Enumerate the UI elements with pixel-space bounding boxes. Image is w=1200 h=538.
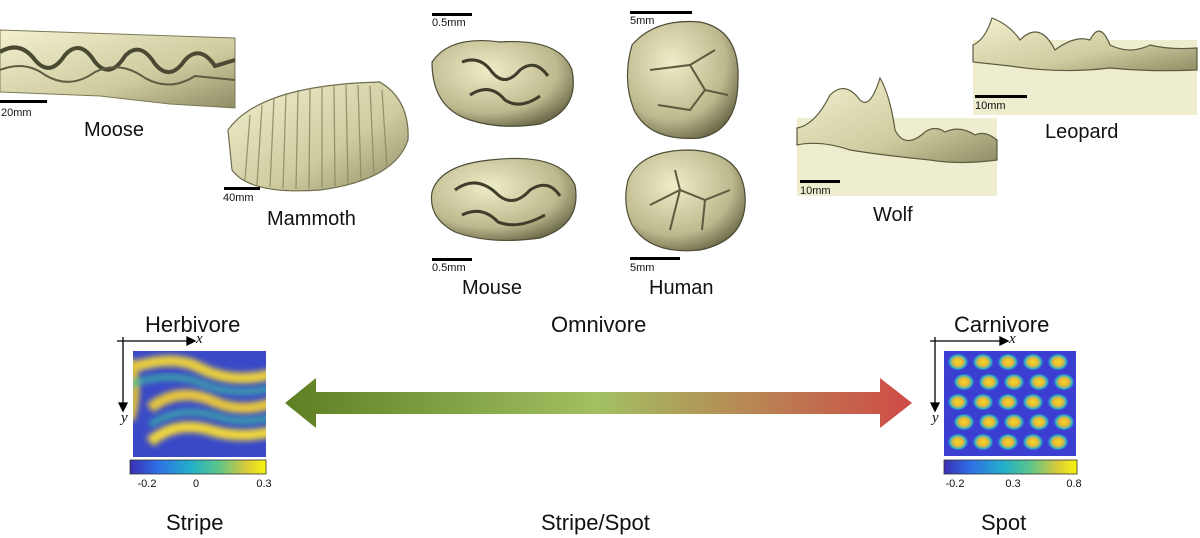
spot	[997, 353, 1019, 371]
spot	[997, 433, 1019, 451]
spot	[947, 353, 969, 371]
stripe-pattern-label: Stripe	[166, 510, 224, 535]
moose-scale-label: 20mm	[1, 107, 32, 119]
omnivore-label: Omnivore	[551, 312, 647, 337]
stripe-x-axis-label: x	[196, 331, 203, 347]
herbivore-carnivore-arrow	[285, 378, 912, 428]
spot	[947, 433, 969, 451]
stripe-colorbar-tick: 0.3	[256, 478, 272, 490]
spot	[997, 393, 1019, 411]
spot	[978, 373, 1000, 391]
spot	[1022, 353, 1044, 371]
mouse-scale-label-bottom: 0.5mm	[432, 262, 466, 274]
spot	[978, 413, 1000, 431]
wolf-label: Wolf	[873, 204, 913, 226]
mouse-scale-bar-bottom	[432, 258, 472, 261]
carnivore-label: Carnivore	[954, 312, 1050, 337]
stripe-heatmap	[133, 351, 266, 457]
mouse-scale-bar-top	[432, 13, 472, 16]
spot-pattern-label: Spot	[981, 510, 1027, 535]
mouse-label: Mouse	[462, 277, 523, 299]
stripe-spot-pattern-label: Stripe/Spot	[541, 510, 650, 535]
spot	[1028, 413, 1050, 431]
wolf-scale-label: 10mm	[800, 185, 831, 197]
leopard-scale-label: 10mm	[975, 100, 1006, 112]
spot	[972, 433, 994, 451]
moose-teeth-image	[0, 29, 236, 109]
mouse-molar-bottom-image	[430, 157, 577, 241]
spot-axes	[929, 335, 1010, 413]
moose-label: Moose	[84, 119, 145, 141]
spot	[947, 393, 969, 411]
human-molar-bottom-image	[625, 149, 746, 252]
wolf-scale-bar	[800, 180, 840, 183]
spot	[953, 413, 975, 431]
human-scale-label-top: 5mm	[630, 15, 655, 27]
mouse-molar-top-image	[431, 39, 574, 127]
spot	[1053, 373, 1075, 391]
leopard-teeth-image	[972, 17, 1198, 115]
stripe-colorbar	[129, 459, 267, 475]
mammoth-label: Mammoth	[267, 208, 356, 230]
spot	[1003, 413, 1025, 431]
spot-colorbar-tick: -0.2	[945, 478, 965, 490]
human-scale-label-bottom: 5mm	[630, 262, 655, 274]
human-label: Human	[649, 277, 714, 299]
spot-y-axis-label: y	[932, 410, 939, 426]
human-molar-top-image	[626, 20, 739, 140]
spot-colorbar-tick: 0.3	[1005, 478, 1021, 490]
spot	[1047, 393, 1069, 411]
mouse-scale-label-top: 0.5mm	[432, 17, 466, 29]
herbivore-label: Herbivore	[145, 312, 241, 337]
stripe-y-axis-label: y	[121, 410, 128, 426]
mammoth-molar-image	[227, 81, 409, 192]
spot	[1003, 373, 1025, 391]
wolf-teeth-image	[796, 76, 998, 196]
spot	[953, 373, 975, 391]
spot	[1022, 433, 1044, 451]
spot-colorbar-tick: 0.8	[1066, 478, 1082, 490]
mammoth-scale-bar	[224, 187, 260, 190]
spot	[1053, 413, 1075, 431]
moose-scale-bar	[0, 100, 47, 103]
spot-colorbar	[943, 459, 1078, 475]
spot-heatmap	[944, 351, 1076, 456]
spot-x-axis-label: x	[1009, 331, 1016, 347]
stripe-colorbar-tick: -0.2	[137, 478, 157, 490]
mammoth-scale-label: 40mm	[223, 192, 254, 204]
leopard-scale-bar	[975, 95, 1027, 98]
spot	[972, 353, 994, 371]
human-scale-bar-top	[630, 11, 692, 14]
leopard-label: Leopard	[1045, 121, 1119, 143]
spot	[972, 393, 994, 411]
stripe-colorbar-tick: 0	[192, 478, 200, 490]
spot	[1047, 353, 1069, 371]
human-scale-bar-bottom	[630, 257, 680, 260]
spot	[1022, 393, 1044, 411]
stripe-axes	[117, 335, 197, 413]
spot	[1028, 373, 1050, 391]
spot	[1047, 433, 1069, 451]
